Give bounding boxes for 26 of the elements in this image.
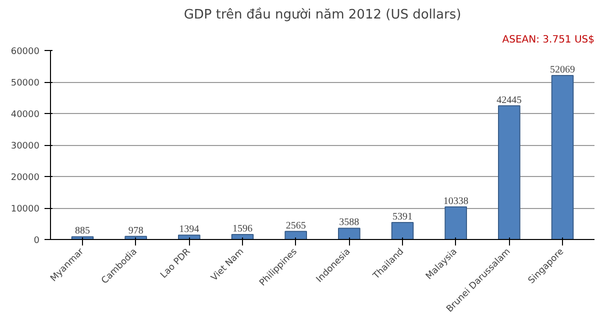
data-label: 1596	[232, 223, 252, 234]
data-label: 978	[128, 225, 144, 236]
chart-title: GDP trên đầu người năm 2012 (US dollars)	[184, 6, 462, 22]
data-label: 10338	[443, 196, 468, 207]
data-label: 2565	[286, 220, 306, 232]
data-label: 1394	[179, 224, 200, 236]
bar	[551, 74, 574, 240]
y-tick-label: 0	[34, 236, 40, 246]
bar	[444, 206, 467, 240]
bar	[498, 105, 520, 240]
y-tick-label: 10000	[10, 204, 40, 214]
data-label: 885	[75, 226, 90, 237]
y-tick-label: 30000	[10, 142, 40, 152]
data-label: 5391	[392, 212, 412, 223]
data-label: 3588	[339, 217, 360, 228]
y-tick-label: 40000	[10, 110, 40, 120]
bar	[338, 228, 360, 240]
text: ASEAN: 3.751 US$	[502, 34, 595, 46]
bar	[178, 234, 200, 240]
data-label: 52069	[550, 64, 575, 76]
bar	[391, 222, 414, 240]
y-tick-label: 50000	[10, 78, 40, 88]
bar	[284, 230, 307, 240]
y-tick-label: 60000	[10, 47, 40, 57]
y-tick-label: 20000	[10, 173, 40, 183]
data-label: 42445	[496, 94, 522, 106]
